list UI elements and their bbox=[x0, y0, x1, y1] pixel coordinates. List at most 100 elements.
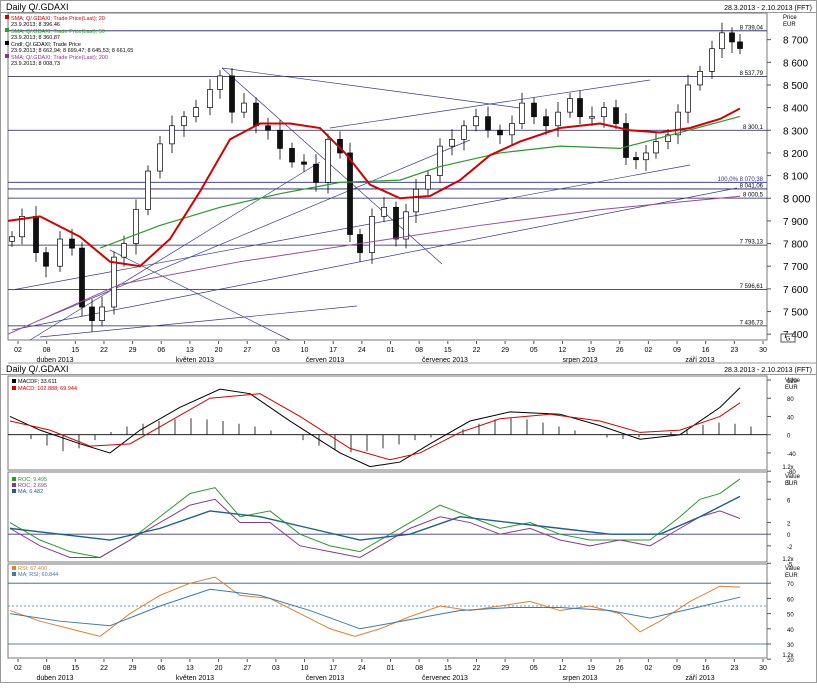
candle-up bbox=[473, 116, 479, 127]
trendline bbox=[39, 305, 358, 338]
price-tick-label: 7 500 bbox=[783, 308, 808, 319]
level-label: 100,0% 8 070,38 bbox=[718, 177, 764, 183]
rsi-tick-label: 70 bbox=[787, 582, 794, 588]
bottom-xtick-label: 15 bbox=[71, 665, 79, 672]
candle-down bbox=[633, 157, 639, 161]
main-month-label: duben 2013 bbox=[37, 357, 74, 364]
bottom-xtick-label: 24 bbox=[358, 665, 366, 672]
bottom-xtick-label: 09 bbox=[673, 665, 681, 672]
roc-badge: 1.2x bbox=[782, 557, 793, 563]
sma200-line bbox=[7, 195, 741, 335]
main-month-label: srpen 2013 bbox=[562, 357, 597, 364]
rsi-tick-label: 20 bbox=[787, 658, 794, 664]
rsi-legend-swatch bbox=[12, 572, 16, 576]
main-xtick-label: 03 bbox=[272, 347, 280, 354]
level-label: 7 793,13 bbox=[740, 240, 764, 246]
candle-up bbox=[567, 98, 573, 113]
macd-legend-label: MACD; 102.888; 69.944 bbox=[18, 386, 77, 392]
candle-down bbox=[485, 116, 491, 131]
roc-purple-line bbox=[9, 498, 741, 559]
main-xtick-label: 30 bbox=[759, 347, 767, 354]
level-label: 8 300,1 bbox=[743, 125, 764, 131]
rsi-tick-label: 50 bbox=[787, 613, 794, 619]
rsi-legend-swatch bbox=[12, 566, 16, 570]
candle-down bbox=[577, 98, 583, 118]
main-xtick-label: 27 bbox=[243, 347, 251, 354]
main-xtick-label: 16 bbox=[702, 347, 710, 354]
candle-down bbox=[497, 129, 503, 136]
level-label: 7 596,61 bbox=[740, 284, 764, 290]
bottom-xtick-label: 30 bbox=[759, 665, 767, 672]
candle-down bbox=[623, 123, 629, 158]
candle-down bbox=[613, 107, 619, 124]
price-unit: Price bbox=[783, 15, 797, 21]
roc-green-line bbox=[9, 478, 741, 559]
bottom-xtick-label: 15 bbox=[444, 665, 452, 672]
main-xtick-label: 17 bbox=[329, 347, 337, 354]
level-label: 8 000,5 bbox=[743, 193, 764, 199]
main-legend-value: 23.9.2013; 8 008,73 bbox=[11, 61, 60, 67]
main-plot-frame bbox=[7, 12, 768, 341]
candle-up bbox=[675, 111, 681, 136]
candle-up bbox=[685, 84, 691, 113]
macd-unit-currency: EUR bbox=[785, 385, 798, 391]
macd-tick-label: -40 bbox=[787, 452, 796, 458]
main-xtick-label: 12 bbox=[559, 347, 567, 354]
trendline bbox=[221, 67, 521, 109]
price-unit-currency: EUR bbox=[783, 22, 796, 28]
candle-up bbox=[57, 238, 63, 267]
candle-down bbox=[313, 163, 319, 183]
bottom-xtick-label: 29 bbox=[501, 665, 509, 672]
macd-title: Daily Q/.GDAXI bbox=[6, 364, 69, 374]
macd-tick-label: -80 bbox=[787, 470, 796, 476]
candle-up bbox=[9, 236, 15, 242]
candle-up bbox=[325, 138, 331, 183]
level-label: 8 041,06 bbox=[740, 183, 764, 189]
main-xtick-label: 05 bbox=[530, 347, 538, 354]
bottom-month-label: srpen 2013 bbox=[562, 675, 597, 682]
main-month-label: červen 2013 bbox=[306, 357, 345, 364]
main-badge-box bbox=[780, 333, 796, 343]
roc-legend-swatch bbox=[12, 489, 16, 493]
main-xtick-label: 15 bbox=[71, 347, 79, 354]
roc-tick-label: 6 bbox=[787, 498, 791, 504]
roc-plot-frame bbox=[7, 471, 768, 563]
roc-legend-swatch bbox=[12, 477, 16, 481]
main-badge: G bbox=[786, 337, 791, 343]
candle-up bbox=[121, 243, 127, 258]
candle-up bbox=[519, 102, 525, 124]
candle-down bbox=[737, 41, 743, 49]
candle-up bbox=[111, 256, 117, 308]
main-legend-value: 23.9.2013; 8 662,94; 8 699,47; 8 645,53;… bbox=[11, 48, 133, 54]
main-range: 28.3.2013 - 2.10.2013 (FFT) bbox=[724, 5, 812, 12]
price-tick-label: 8 000 bbox=[783, 193, 811, 205]
bottom-month-label: červenec 2013 bbox=[422, 675, 468, 682]
price-tick-label: 8 500 bbox=[783, 81, 808, 92]
candle-down bbox=[347, 152, 353, 235]
main-month-label: září 2013 bbox=[685, 357, 714, 364]
price-tick-label: 7 600 bbox=[783, 285, 808, 296]
rsi-ma-line bbox=[9, 588, 741, 630]
macd-badge: 1.2x bbox=[782, 465, 793, 471]
main-xtick-label: 01 bbox=[387, 347, 395, 354]
price-tick-label: 7 700 bbox=[783, 262, 808, 273]
candle-down bbox=[89, 306, 95, 321]
bottom-xtick-label: 16 bbox=[702, 665, 710, 672]
candle-down bbox=[277, 129, 283, 149]
bottom-xtick-label: 01 bbox=[387, 665, 395, 672]
bottom-xtick-label: 03 bbox=[272, 665, 280, 672]
candle-down bbox=[301, 161, 307, 165]
candle-down bbox=[43, 252, 49, 267]
candle-up bbox=[133, 209, 139, 244]
bottom-xtick-label: 19 bbox=[587, 665, 595, 672]
candle-up bbox=[589, 116, 595, 119]
bottom-xtick-label: 12 bbox=[559, 665, 567, 672]
main-xtick-label: 02 bbox=[14, 347, 22, 354]
candle-down bbox=[729, 32, 735, 43]
candle-up bbox=[413, 188, 419, 213]
main-xtick-label: 22 bbox=[100, 347, 108, 354]
rsi-legend-label: RSI; 67.400 bbox=[18, 566, 47, 572]
main-legend-label: SMA; Q/.GDAXI; Trade Price(Last); 200 bbox=[11, 55, 108, 61]
